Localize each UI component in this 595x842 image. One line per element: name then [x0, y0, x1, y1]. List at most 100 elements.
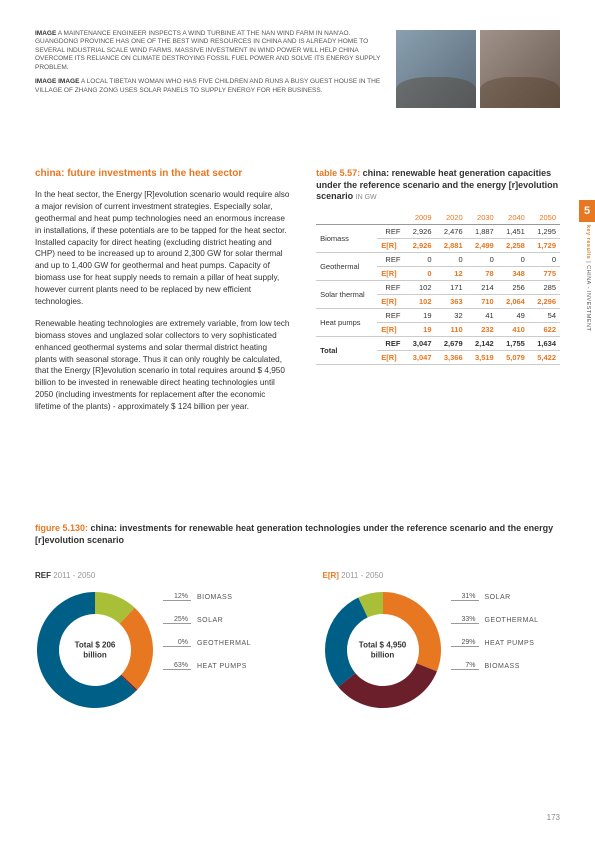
year-col: 2020 — [436, 211, 467, 225]
legend-label: GEOTHERMAL — [485, 617, 539, 624]
legend-pct: 25% — [163, 616, 191, 624]
chart-ref-wrap: Total $ 206 billion 12%BIOMASS 25% SOLAR 0%… — [35, 590, 273, 710]
photo-wind-turbine — [396, 30, 476, 108]
chart-ref-bold: REF — [35, 571, 51, 580]
chart-ref-head: REF 2011 - 2050 — [35, 571, 273, 580]
year-col: 2009 — [404, 211, 435, 225]
caption-2-prefix: image image — [35, 78, 79, 85]
cell: 0 — [498, 253, 529, 267]
cell: 5,422 — [529, 351, 560, 365]
year-col: 2030 — [467, 211, 498, 225]
chart-er-bold: E[R] — [323, 571, 339, 580]
cell: 1,887 — [467, 225, 498, 239]
legend-pct: 7% — [451, 662, 479, 670]
cell: 2,926 — [404, 225, 435, 239]
cell: 3,366 — [436, 351, 467, 365]
page-number: 173 — [547, 813, 560, 822]
year-col: 2040 — [498, 211, 529, 225]
legend-pct: 0% — [163, 639, 191, 647]
cell: 348 — [498, 267, 529, 281]
cell: 2,926 — [404, 239, 435, 253]
legend-row: 33% GEOTHERMAL — [451, 613, 539, 627]
top-row: image A MAINTENANCE ENGINEER INSPECTS A … — [35, 30, 560, 108]
cell: 54 — [529, 309, 560, 323]
cell: 0 — [404, 253, 435, 267]
legend-pct: 12% — [163, 593, 191, 601]
donut-er: Total $ 4,950 billion — [323, 590, 443, 710]
legend-row: 63%HEAT PUMPS — [163, 659, 251, 673]
cell: 12 — [436, 267, 467, 281]
cell: 41 — [467, 309, 498, 323]
year-col: 2050 — [529, 211, 560, 225]
er-label: E[R] — [377, 239, 404, 253]
legend-er: 31% SOLAR 33% GEOTHERMAL 29%HEAT PUMPS 7%BIOM… — [451, 590, 539, 682]
cell: 232 — [467, 323, 498, 337]
cell: 775 — [529, 267, 560, 281]
legend-label: HEAT PUMPS — [485, 640, 535, 647]
cell: 171 — [436, 281, 467, 295]
table-rowname: Solar thermal — [316, 281, 377, 309]
cell: 2,064 — [498, 295, 529, 309]
caption-2: image image A LOCAL TIBETAN WOMAN WHO HA… — [35, 78, 381, 95]
cell: 710 — [467, 295, 498, 309]
side-key: key results — [585, 225, 591, 261]
er-label: E[R] — [377, 267, 404, 281]
cell: 78 — [467, 267, 498, 281]
photo-captions: image A MAINTENANCE ENGINEER INSPECTS A … — [35, 30, 381, 108]
caption-1: image A MAINTENANCE ENGINEER INSPECTS A … — [35, 30, 381, 72]
cell: 110 — [436, 323, 467, 337]
cell: 1,755 — [498, 337, 529, 351]
legend-label: SOLAR — [485, 594, 511, 601]
caption-1-text: A MAINTENANCE ENGINEER INSPECTS A WIND T… — [35, 30, 380, 71]
heat-capacity-table: 20092020203020402050 BiomassREF2,9262,47… — [316, 211, 560, 365]
cell: 2,142 — [467, 337, 498, 351]
cell: 1,295 — [529, 225, 560, 239]
legend-row: 31% SOLAR — [451, 590, 539, 604]
caption-1-prefix: image — [35, 30, 56, 37]
legend-label: GEOTHERMAL — [197, 640, 251, 647]
chart-ref-years: 2011 - 2050 — [51, 571, 95, 580]
er-label: E[R] — [377, 351, 404, 365]
photo-tibetan-woman — [480, 30, 560, 108]
legend-ref: 12%BIOMASS 25% SOLAR 0% GEOTHERMAL 63%HEAT PU… — [163, 590, 251, 682]
cell: 49 — [498, 309, 529, 323]
cell: 410 — [498, 323, 529, 337]
cell: 0 — [529, 253, 560, 267]
left-column: china: future investments in the heat se… — [35, 168, 291, 423]
figure-section: figure 5.130: china: investments for ren… — [35, 523, 560, 710]
legend-row: 12%BIOMASS — [163, 590, 251, 604]
legend-pct: 33% — [451, 616, 479, 624]
er-label: E[R] — [377, 295, 404, 309]
legend-row: 29%HEAT PUMPS — [451, 636, 539, 650]
er-label: E[R] — [377, 323, 404, 337]
cell: 3,047 — [404, 337, 435, 351]
table-unit: IN GW — [356, 194, 377, 201]
chart-ref: REF 2011 - 2050 Total $ 206 billion 12%B… — [35, 571, 273, 710]
legend-row: 7%BIOMASS — [451, 659, 539, 673]
cell: 363 — [436, 295, 467, 309]
cell: 1,634 — [529, 337, 560, 351]
ref-label: REF — [377, 309, 404, 323]
legend-row: 0% GEOTHERMAL — [163, 636, 251, 650]
cell: 102 — [404, 281, 435, 295]
cell: 102 — [404, 295, 435, 309]
cell: 2,476 — [436, 225, 467, 239]
side-tab: 5 — [579, 200, 595, 222]
legend-label: SOLAR — [197, 617, 223, 624]
cell: 3,047 — [404, 351, 435, 365]
side-rest: | CHINA - INVESTMENT — [585, 261, 591, 331]
donut-slice — [338, 664, 437, 709]
legend-pct: 31% — [451, 593, 479, 601]
donut-ref: Total $ 206 billion — [35, 590, 155, 710]
cell: 2,679 — [436, 337, 467, 351]
chart-er-head: E[R] 2011 - 2050 — [323, 571, 561, 580]
table-rowname: Total — [316, 337, 377, 365]
cell: 0 — [436, 253, 467, 267]
chart-er: E[R] 2011 - 2050 Total $ 4,950 billion 3… — [323, 571, 561, 710]
chart-er-years: 2011 - 2050 — [339, 571, 383, 580]
cell: 256 — [498, 281, 529, 295]
cell: 0 — [467, 253, 498, 267]
right-column: table 5.57: china: renewable heat genera… — [316, 168, 560, 423]
chapter-number: 5 — [584, 205, 590, 217]
cell: 2,881 — [436, 239, 467, 253]
